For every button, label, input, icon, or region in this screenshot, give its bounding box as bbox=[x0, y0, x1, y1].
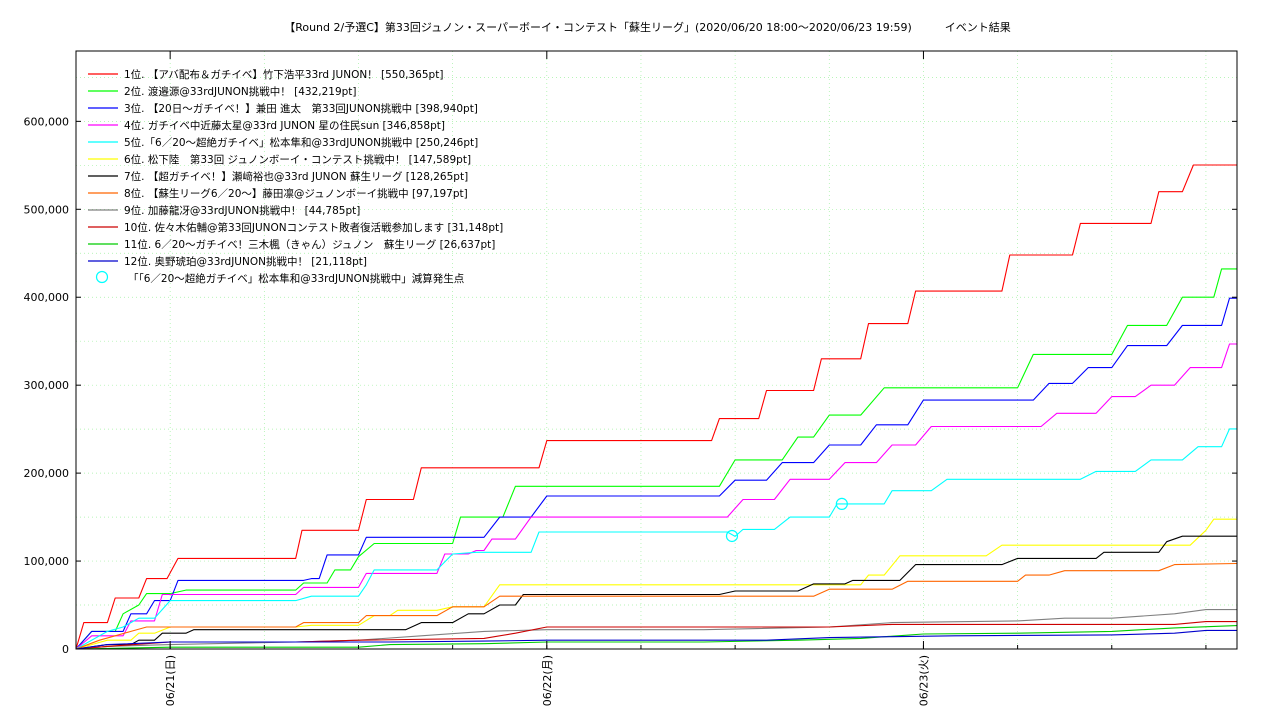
legend-entry: 7位. 【超ガチイベ！】瀬﨑裕也@33rd JUNON 蘇生リーグ [128,2… bbox=[124, 170, 468, 183]
legend-entry-marker: 「「6／20〜超絶ガチイベ」松本隼和@33rdJUNON挑戦中」減算発生点 bbox=[128, 272, 464, 285]
series-line-12 bbox=[75, 629, 1237, 650]
decrement-marker bbox=[835, 497, 848, 510]
series-line-7 bbox=[75, 535, 1237, 650]
series-line-4 bbox=[75, 343, 1237, 650]
series-line-5 bbox=[75, 428, 1237, 650]
x-tick-label: 06/22(月) bbox=[541, 655, 554, 706]
legend-entry: 2位. 渡邉源@33rdJUNON挑戦中！ [432,219pt] bbox=[124, 85, 357, 98]
y-tick-label: 300,000 bbox=[24, 379, 70, 392]
series-line-6 bbox=[75, 518, 1237, 650]
legend-marker-swatch bbox=[95, 270, 109, 284]
series-line-9 bbox=[75, 609, 1237, 650]
x-tick-label: 06/21(日) bbox=[164, 655, 177, 706]
plot-frame bbox=[75, 50, 1238, 650]
series-line-3 bbox=[75, 297, 1237, 650]
legend: 1位. 【アバ配布＆ガチイベ】竹下浩平33rd JUNON！ [550,365p… bbox=[88, 68, 503, 285]
grid bbox=[76, 51, 1237, 649]
series-line-11 bbox=[75, 625, 1238, 650]
legend-entry: 5位.「6／20〜超絶ガチイベ」松本隼和@33rdJUNON挑戦中 [250,2… bbox=[124, 136, 478, 149]
legend-entry: 8位. 【蘇生リーグ6／20〜】藤田凛@ジュノンボーイ挑戦中 [97,197pt… bbox=[124, 187, 468, 200]
legend-entry: 9位. 加藤龍冴@33rdJUNON挑戦中！ [44,785pt] bbox=[124, 204, 360, 217]
series-line-1 bbox=[75, 164, 1237, 650]
legend-entry: 3位. 【20日〜ガチイベ！】兼田 進太 第33回JUNON挑戦中 [398,9… bbox=[124, 102, 478, 115]
chart-title: 【Round 2/予選C】第33回ジュノン・スーパーボーイ・コンテスト「蘇生リー… bbox=[284, 21, 1011, 34]
legend-entry: 10位. 佐々木佑輔@第33回JUNONコンテスト敗者復活戦参加します [31,… bbox=[124, 221, 503, 234]
legend-entry: 6位. 松下陸 第33回 ジュノンボーイ・コンテスト挑戦中！ [147,589p… bbox=[124, 153, 471, 166]
y-tick-label: 200,000 bbox=[24, 467, 70, 480]
decrement-markers bbox=[725, 497, 848, 543]
axes: 0 100,000 200,000 300,000 400,000 500,000 600,… bbox=[24, 51, 1237, 706]
legend-entry: 4位. ガチイベ中近藤太星@33rd JUNON 星の住民sun [346,85… bbox=[124, 119, 445, 132]
legend-entry: 1位. 【アバ配布＆ガチイベ】竹下浩平33rd JUNON！ [550,365p… bbox=[124, 68, 443, 81]
series-lines bbox=[75, 164, 1238, 650]
legend-entry: 11位. 6／20〜ガチイベ！三木楓（きゃん）ジュノン 蘇生リーグ [26,63… bbox=[124, 238, 495, 251]
y-tick-label: 400,000 bbox=[24, 291, 70, 304]
legend-entry: 12位. 奥野琥珀@33rdJUNON挑戦中！ [21,118pt] bbox=[124, 255, 367, 268]
y-tick-label: 500,000 bbox=[24, 203, 70, 216]
y-tick-label: 600,000 bbox=[24, 115, 70, 128]
x-tick-label: 06/23(火) bbox=[917, 655, 930, 706]
series-line-8 bbox=[75, 562, 1238, 650]
y-tick-label: 0 bbox=[62, 643, 69, 656]
decrement-marker bbox=[725, 529, 739, 543]
y-tick-label: 100,000 bbox=[24, 555, 70, 568]
series-line-2 bbox=[75, 268, 1237, 650]
